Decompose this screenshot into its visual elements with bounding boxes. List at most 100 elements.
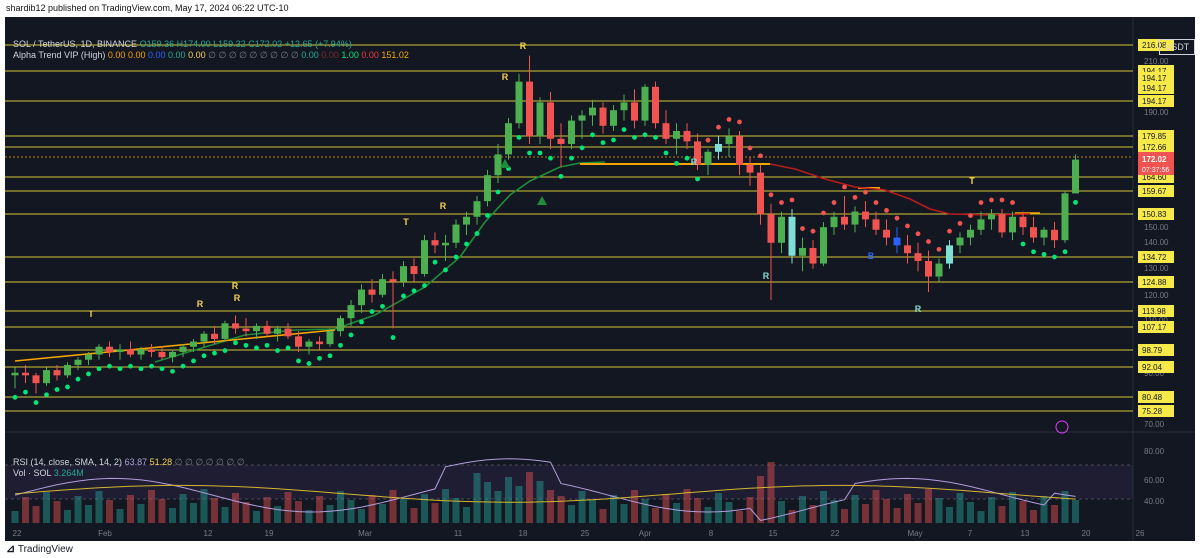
volume-value: 3.264M <box>53 468 84 478</box>
signal-letter: R <box>440 201 447 211</box>
candle-body <box>704 151 712 165</box>
indicator-legend-row: Alpha Trend VIP (High) 0.00 0.00 0.00 0.… <box>13 50 409 61</box>
rsi-legend-row: RSI (14, close, SMA, 14, 2) 63.87 51.28 … <box>13 457 245 468</box>
bull-dot <box>243 342 249 348</box>
candle-body <box>1040 229 1048 238</box>
bull-dot <box>380 303 385 309</box>
bull-dot <box>338 342 343 348</box>
bull-dot <box>149 363 154 369</box>
volume-bar <box>484 482 491 523</box>
currency-button[interactable]: USDT <box>1159 39 1195 55</box>
bull-dot <box>1031 249 1036 255</box>
signal-letter: T <box>88 309 94 319</box>
bull-dot <box>569 155 574 161</box>
ind-value-9: 0.00 <box>361 50 379 60</box>
ind-value-3: 0.00 <box>168 50 186 60</box>
candle-body <box>967 229 974 238</box>
candle-body <box>830 216 838 228</box>
candle-body <box>725 136 733 144</box>
volume-bar <box>946 507 953 523</box>
volume-bar <box>43 492 50 523</box>
bull-dot <box>285 345 291 351</box>
candle-body <box>22 372 29 376</box>
bull-dot <box>180 363 186 369</box>
candle-body <box>316 341 323 345</box>
volume-bar <box>631 490 638 523</box>
volume-legend-row: Vol · SOL 3.264M <box>13 468 245 479</box>
bull-dot <box>642 132 648 138</box>
volume-bar <box>578 491 586 523</box>
volume-bar <box>914 503 922 523</box>
signal-letter: R <box>234 293 241 303</box>
volume-bar <box>925 489 932 523</box>
candle-body <box>652 86 659 124</box>
candle-body <box>851 211 859 225</box>
bull-dot <box>1073 199 1078 205</box>
volume-bar <box>53 501 61 523</box>
candle-body <box>998 214 1006 233</box>
level-badge <box>1138 39 1174 51</box>
level-badge <box>1138 276 1174 288</box>
volume-bar <box>977 511 985 523</box>
bull-dot <box>401 293 406 299</box>
symbol-name: SOL / TetherUS, 1D, BINANCE <box>13 39 138 49</box>
candle-body <box>221 323 229 339</box>
candle-body <box>305 341 313 347</box>
candle-body <box>484 175 491 202</box>
volume-bar <box>158 499 166 523</box>
bear-dot <box>873 200 879 205</box>
bull-dot <box>611 137 616 143</box>
candle-body <box>379 279 386 295</box>
volume-bar <box>389 490 397 523</box>
volume-bar <box>599 509 607 523</box>
bull-dot <box>695 176 700 182</box>
candle-body <box>410 266 418 274</box>
time-axis: 22 Feb 12 19 Mar 11 18 25 Apr 8 15 22 May 7 13 20 26 <box>13 529 1145 538</box>
rsi-label: RSI (14, close, SMA, 14, 2) <box>13 457 123 467</box>
bull-dot <box>422 283 427 288</box>
last-price-value: 172.02 <box>1142 155 1167 164</box>
candle-body <box>284 328 292 337</box>
low-value: L159.32 <box>213 39 246 49</box>
bear-dot <box>831 200 837 205</box>
volume-bar <box>1072 500 1079 523</box>
bull-dot <box>1062 249 1068 255</box>
level-badge <box>1138 208 1174 220</box>
bull-dot <box>86 371 91 377</box>
alpha-trend-up-line <box>154 161 606 363</box>
bull-dot <box>474 231 480 236</box>
change-value: +12.65 (+7.94%) <box>284 39 352 49</box>
candle-body <box>116 349 124 352</box>
bear-dot <box>999 197 1005 203</box>
volume-bar <box>641 499 649 523</box>
volume-bar <box>746 497 754 523</box>
candle-body <box>799 247 806 256</box>
orange-support-line-1 <box>14 329 336 362</box>
price-tick-label: 70.00 <box>1144 420 1165 429</box>
volume-bar <box>95 491 103 523</box>
candle-body <box>232 323 239 329</box>
volume-bar <box>221 507 229 523</box>
candle-body <box>127 349 134 355</box>
candle-body <box>64 364 71 376</box>
rsi-tick-label: 40.00 <box>1144 497 1165 506</box>
bear-dot <box>789 197 795 203</box>
volume-bar <box>673 503 680 523</box>
volume-bar <box>557 496 565 523</box>
rsi-legend: RSI (14, close, SMA, 14, 2) 63.87 51.28 … <box>13 457 245 479</box>
level-badge <box>1138 251 1174 263</box>
rsi-empty-values: ∅ ∅ ∅ ∅ ∅ ∅ ∅ <box>174 457 245 467</box>
bull-dot <box>254 345 259 351</box>
bear-dot <box>716 124 721 130</box>
bull-dot <box>128 363 133 369</box>
time-tick-label: 19 <box>265 529 274 538</box>
chart-legend: SOL / TetherUS, 1D, BINANCE O159.36 H174… <box>13 39 409 61</box>
candle-body <box>1061 193 1069 241</box>
bull-dot <box>653 134 658 140</box>
candle-body <box>557 138 565 144</box>
signal-letter: R <box>915 304 922 314</box>
volume-bar <box>85 505 92 523</box>
signal-letter: B <box>868 251 875 261</box>
